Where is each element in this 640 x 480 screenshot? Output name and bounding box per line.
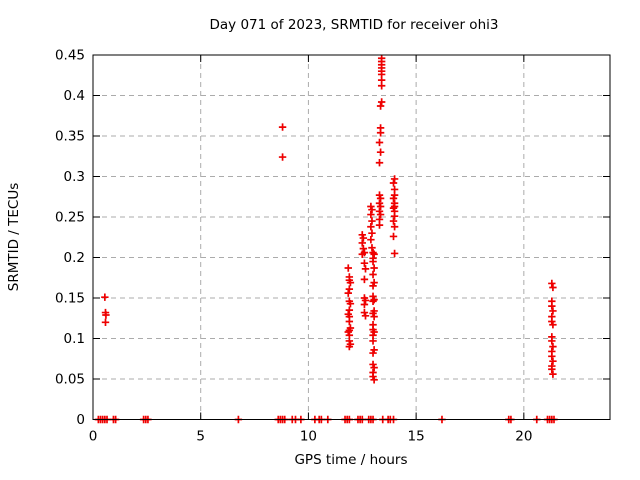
data-point-marker bbox=[346, 278, 355, 287]
data-point-marker bbox=[367, 223, 375, 231]
y-tick-label: 0.15 bbox=[55, 291, 85, 307]
data-points bbox=[94, 54, 558, 424]
data-point-marker bbox=[375, 221, 384, 229]
data-point-marker bbox=[360, 300, 369, 309]
y-tick-label: 0.3 bbox=[64, 169, 85, 185]
data-point-marker bbox=[377, 98, 386, 106]
data-point-marker bbox=[376, 202, 385, 211]
data-point-marker bbox=[548, 279, 556, 288]
data-point-marker bbox=[375, 159, 384, 167]
data-point-marker bbox=[367, 210, 375, 219]
data-point-marker bbox=[548, 337, 556, 345]
data-point-marker bbox=[360, 259, 369, 267]
data-point-marker bbox=[368, 229, 376, 237]
plot-border bbox=[92, 54, 611, 420]
data-point-marker bbox=[359, 234, 368, 242]
data-point-marker bbox=[376, 194, 385, 203]
data-point-marker bbox=[370, 363, 378, 372]
data-point-marker bbox=[370, 376, 378, 384]
x-tick-label: 0 bbox=[89, 429, 98, 445]
data-point-marker bbox=[390, 175, 399, 183]
x-tick-label: 15 bbox=[408, 429, 425, 445]
y-tick-label: 0.05 bbox=[55, 372, 85, 388]
data-point-marker bbox=[548, 352, 556, 361]
data-point-marker bbox=[389, 232, 398, 241]
data-point-marker bbox=[361, 265, 370, 273]
y-tick-label: 0.4 bbox=[64, 88, 85, 104]
data-point-marker bbox=[389, 194, 398, 203]
data-point-marker bbox=[101, 293, 109, 301]
data-point-marker bbox=[360, 248, 369, 257]
data-point-marker bbox=[369, 270, 377, 279]
data-point-marker bbox=[376, 210, 385, 219]
data-point-marker bbox=[369, 337, 377, 345]
data-point-marker bbox=[360, 275, 369, 284]
data-point-marker bbox=[278, 123, 287, 131]
data-point-marker bbox=[359, 244, 368, 253]
data-point-marker bbox=[549, 321, 557, 329]
data-point-marker bbox=[368, 244, 376, 252]
data-point-marker bbox=[345, 306, 354, 314]
data-point-marker bbox=[369, 349, 377, 357]
data-point-marker bbox=[344, 264, 352, 272]
data-point-marker bbox=[278, 153, 287, 161]
data-point-marker bbox=[369, 257, 377, 266]
y-tick-label: 0.45 bbox=[55, 48, 85, 64]
data-point-marker bbox=[345, 342, 354, 351]
y-tick-label: 0.2 bbox=[64, 250, 85, 266]
data-point-marker bbox=[390, 223, 399, 231]
data-point-marker bbox=[369, 297, 377, 305]
data-point-marker bbox=[376, 102, 385, 110]
data-point-marker bbox=[102, 311, 110, 319]
data-point-marker bbox=[548, 365, 556, 373]
x-tick-label: 10 bbox=[300, 429, 317, 445]
data-point-marker bbox=[390, 212, 399, 220]
x-axis-label: GPS time / hours bbox=[294, 452, 407, 468]
data-point-marker bbox=[376, 124, 385, 132]
data-point-marker bbox=[367, 235, 375, 244]
data-point-marker bbox=[368, 206, 376, 214]
data-point-marker bbox=[549, 357, 557, 365]
data-point-marker bbox=[549, 307, 557, 315]
data-point-marker bbox=[389, 179, 398, 187]
data-point-marker bbox=[549, 342, 557, 351]
x-tick-label: 5 bbox=[196, 429, 205, 445]
data-point-marker bbox=[375, 138, 384, 147]
data-point-marker bbox=[101, 318, 110, 326]
data-point-marker bbox=[370, 312, 378, 321]
data-point-marker bbox=[377, 82, 386, 90]
data-point-marker bbox=[548, 302, 556, 310]
data-point-marker bbox=[361, 296, 370, 305]
tick-labels: 0 5 10 15 20 0 0.05 0.1 0.15 0.2 0.25 0.3 0.35 0.4 0.4… bbox=[55, 48, 532, 445]
data-point-marker bbox=[389, 217, 398, 225]
data-point-marker bbox=[345, 285, 354, 293]
axis-ticks bbox=[92, 54, 610, 420]
data-point-marker bbox=[549, 283, 557, 292]
y-tick-label: 0.25 bbox=[55, 210, 85, 226]
chart-title: Day 071 of 2023, SRMTID for receiver ohi… bbox=[210, 17, 499, 33]
data-point-marker bbox=[346, 299, 355, 308]
y-axis-label: SRMTID / TECUs bbox=[6, 183, 22, 291]
data-point-marker bbox=[369, 282, 377, 290]
grid-lines bbox=[93, 55, 610, 420]
data-point-marker bbox=[370, 264, 378, 272]
data-point-marker bbox=[361, 312, 370, 320]
y-tick-label: 0.1 bbox=[64, 331, 85, 347]
data-point-marker bbox=[390, 249, 399, 258]
y-tick-label: 0.35 bbox=[55, 129, 85, 145]
data-point-marker bbox=[344, 289, 352, 297]
data-point-marker bbox=[345, 317, 354, 326]
data-point-marker bbox=[358, 239, 366, 247]
x-tick-label: 20 bbox=[515, 429, 532, 445]
data-point-marker bbox=[549, 370, 557, 378]
y-tick-label: 0 bbox=[76, 412, 85, 428]
data-point-marker bbox=[376, 148, 385, 156]
data-point-marker bbox=[368, 217, 376, 225]
data-point-marker bbox=[370, 250, 378, 258]
